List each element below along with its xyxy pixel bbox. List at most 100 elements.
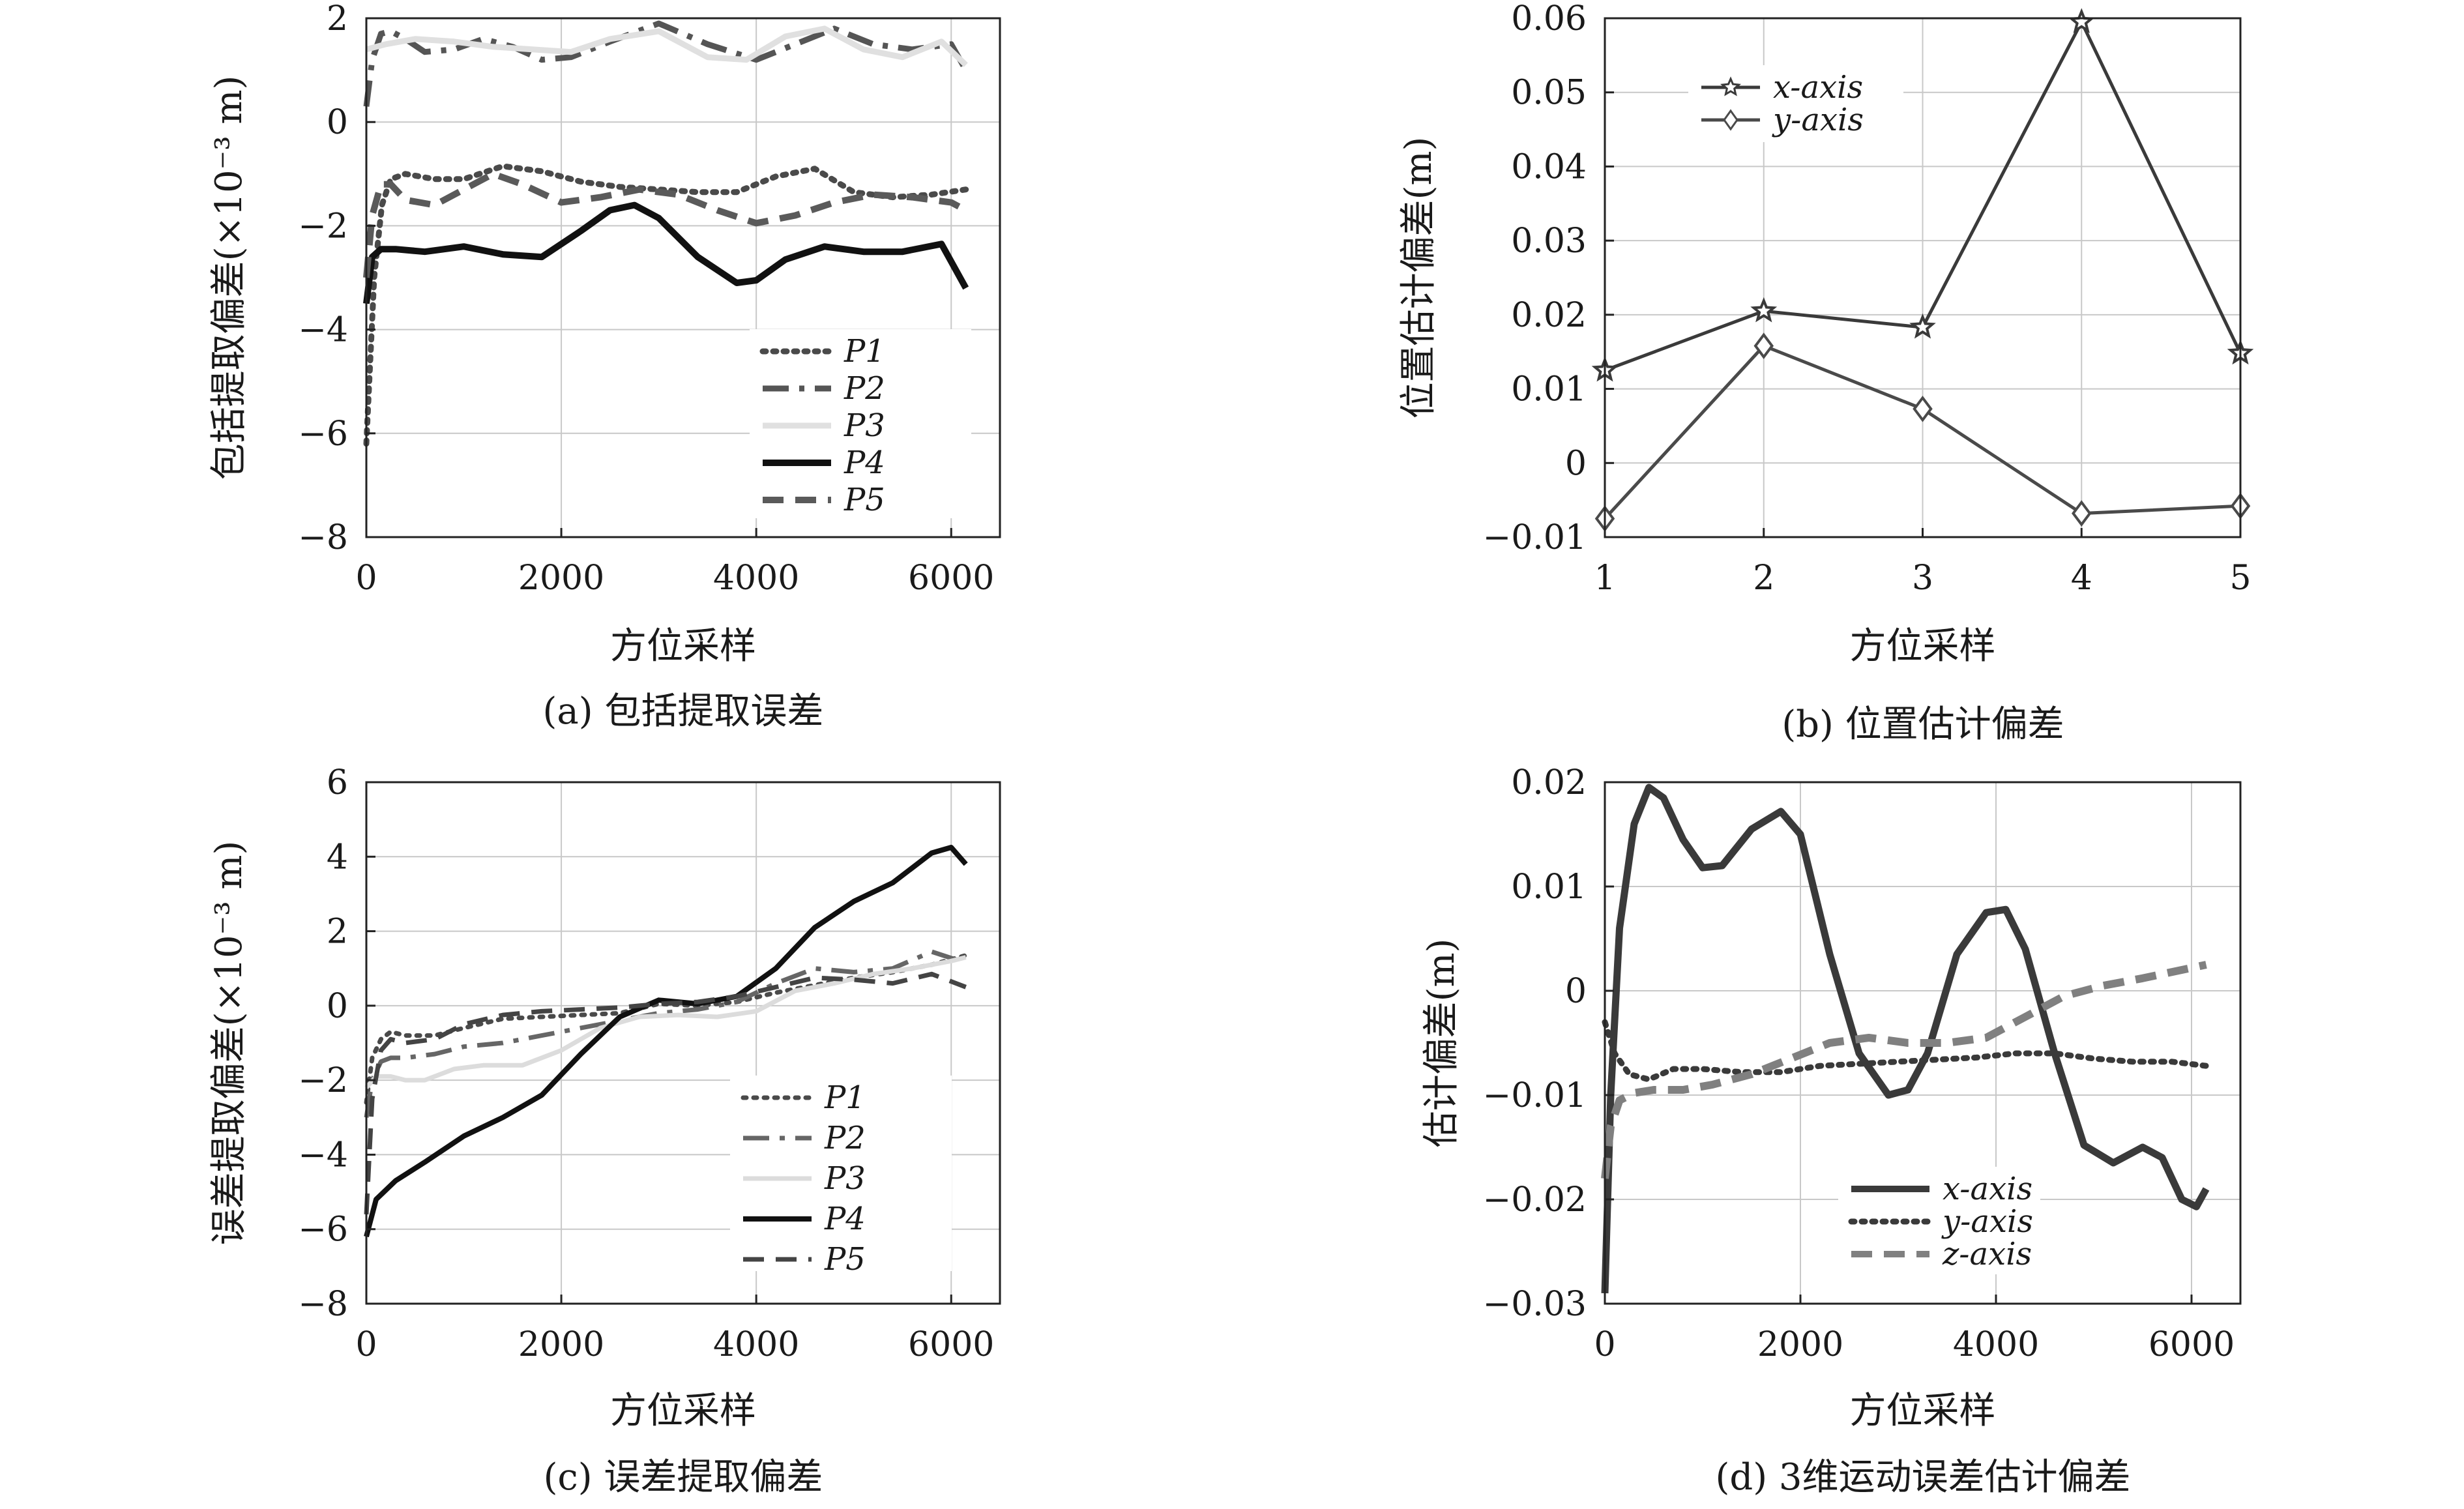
y-tick-label: 0.03	[1511, 222, 1587, 261]
x-tick-label: 2000	[518, 1325, 604, 1364]
legend-marker-star	[1720, 76, 1741, 96]
legend-background	[1688, 65, 1903, 142]
legend-label-p1: P1	[824, 1079, 866, 1116]
y-tick-label: 2	[327, 913, 348, 952]
panel-d-line-chart: 0 2000 4000 6000 −0.03 −0.02 −0.01 0 0.01 0.02 方位采…	[1420, 763, 2242, 1499]
legend-label-z-axis: z-axis	[1942, 1236, 2032, 1272]
legend-label-p2: P2	[824, 1120, 866, 1156]
y-tick-label: −2	[298, 207, 348, 246]
series-line-p2	[364, 949, 967, 1118]
x-tick-label: 3	[1912, 559, 1933, 598]
x-tick-label: 0	[355, 559, 377, 598]
series-line-p4	[363, 201, 969, 304]
series-line-y-axis	[1602, 1019, 2209, 1083]
series-line-p4	[364, 845, 968, 1238]
plot-frame	[1604, 781, 2242, 1305]
y-tick-label: 0	[1565, 972, 1587, 1011]
legend-label-p2: P2	[843, 370, 885, 407]
data-point-diamond	[1913, 395, 1933, 422]
x-axis-label: 方位采样	[610, 1390, 756, 1432]
chart-caption: (c) 误差提取偏差	[544, 1456, 823, 1499]
legend-label-p3: P3	[824, 1160, 866, 1197]
y-tick-label: 0.02	[1511, 763, 1587, 802]
y-tick-label: −4	[298, 1135, 348, 1175]
y-tick-label: 0.02	[1511, 296, 1587, 335]
chart-caption: (b) 位置估计偏差	[1782, 703, 2064, 746]
x-tick-label: 6000	[908, 559, 994, 598]
x-tick-label: 0	[1594, 1325, 1615, 1364]
y-tick-label: −0.03	[1483, 1285, 1587, 1324]
legend-label-p4: P4	[824, 1201, 866, 1237]
y-tick-label: −8	[298, 518, 348, 557]
y-tick-label: −6	[298, 415, 348, 454]
legend-label-p4: P4	[843, 445, 885, 481]
y-tick-label: 0	[327, 103, 348, 142]
x-tick-label: 2	[1753, 559, 1774, 598]
data-point-diamond	[2072, 500, 2092, 527]
legend-label-y-axis: y-axis	[1941, 1203, 2033, 1240]
legend-background	[730, 1076, 952, 1271]
data-point-star	[2068, 8, 2095, 33]
series-line-p3	[365, 25, 968, 67]
legend-label-p1: P1	[843, 333, 885, 370]
y-tick-label: −0.01	[1483, 518, 1587, 557]
y-tick-label: 0.04	[1511, 147, 1587, 186]
y-tick-label: −0.02	[1483, 1180, 1587, 1220]
legend-label-y-axis: y-axis	[1772, 102, 1864, 138]
y-tick-label: −2	[298, 1061, 348, 1100]
y-tick-label: −4	[298, 311, 348, 350]
series-line-p5	[363, 170, 968, 278]
data-point-star	[1909, 313, 1936, 339]
y-tick-label: 0.06	[1511, 0, 1587, 38]
x-tick-label: 2000	[518, 559, 604, 598]
panel-b-line-chart: 1 2 3 4 5 −0.01 0 0.01 0.02 0.03 0.04 0.05 0.06 方位采样 位…	[1398, 0, 2254, 746]
legend-marker-diamond	[1723, 109, 1738, 131]
y-tick-label: 0.01	[1511, 370, 1587, 409]
x-tick-label: 5	[2229, 559, 2251, 598]
y-tick-label: −6	[298, 1210, 348, 1250]
x-tick-label: 4000	[713, 1325, 799, 1364]
y-tick-label: 0	[327, 987, 348, 1026]
chart-caption: (a) 包括提取误差	[543, 690, 824, 733]
x-axis-label: 方位采样	[1850, 625, 1996, 667]
series-line-p3	[364, 955, 967, 1089]
x-tick-label: 4000	[713, 559, 799, 598]
legend-label-p3: P3	[843, 407, 885, 444]
plot-frame	[365, 17, 1001, 538]
x-axis-label: 方位采样	[1850, 1390, 1996, 1432]
y-tick-label: 0.01	[1511, 868, 1587, 907]
y-tick-label: −8	[298, 1285, 348, 1324]
x-tick-label: 0	[355, 1325, 377, 1364]
legend-label-p5: P5	[824, 1241, 866, 1278]
x-axis-label: 方位采样	[610, 625, 756, 667]
panel-c-line-chart: 0 2000 4000 6000 −8 −6 −4 −2 0 2 4 6 方位采样 误差提取偏差(×10⁻…	[208, 763, 1001, 1499]
x-tick-label: 6000	[2149, 1325, 2235, 1364]
y-tick-label: 0.05	[1511, 74, 1587, 113]
y-axis-label: 估计偏差(m)	[1420, 939, 1463, 1148]
y-axis-label: 位置估计偏差(m)	[1398, 137, 1440, 419]
chart-caption: (d) 3维运动误差估计偏差	[1716, 1456, 2131, 1499]
legend-label-x-axis: x-axis	[1773, 69, 1863, 106]
x-tick-label: 6000	[908, 1325, 994, 1364]
y-tick-label: 6	[327, 763, 348, 802]
plot-frame	[365, 781, 1001, 1305]
y-tick-label: 2	[327, 0, 348, 38]
x-tick-label: 2000	[1757, 1325, 1843, 1364]
y-tick-label: −0.01	[1483, 1076, 1587, 1115]
series-line-z-axis	[1601, 961, 2207, 1179]
legend-label-p5: P5	[843, 482, 885, 518]
y-axis-label: 误差提取偏差(×10⁻³ m)	[208, 841, 250, 1246]
y-tick-label: 0	[1565, 444, 1587, 483]
data-point-star	[1750, 297, 1778, 323]
x-tick-label: 1	[1594, 559, 1615, 598]
y-tick-label: 4	[327, 838, 348, 877]
x-tick-label: 4000	[1953, 1325, 2039, 1364]
legend-label-x-axis: x-axis	[1943, 1171, 2032, 1207]
series-line-p5	[364, 971, 967, 1215]
data-point-diamond	[1753, 332, 1774, 359]
series-line-p2	[363, 20, 969, 107]
